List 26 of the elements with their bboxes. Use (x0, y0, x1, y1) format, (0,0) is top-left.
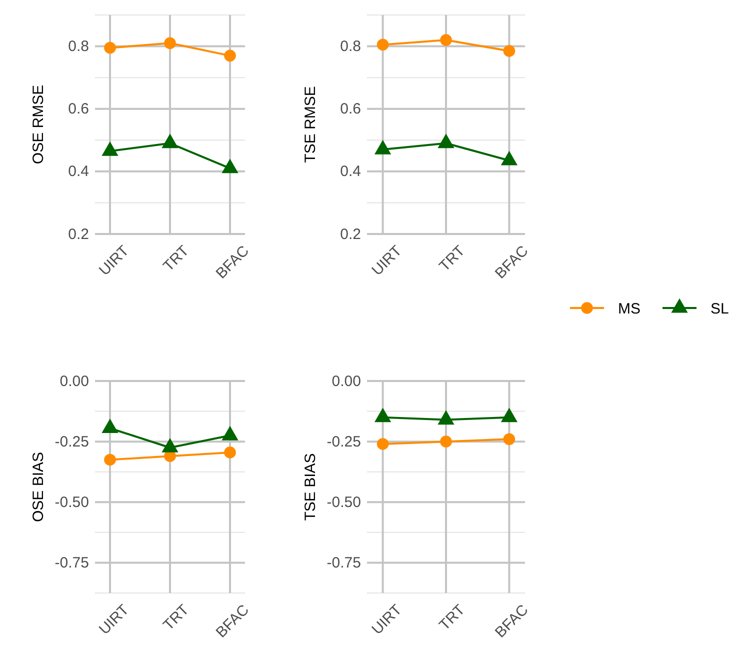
x-tick-label: TRT (160, 242, 192, 275)
y-tick-label: 0.8 (68, 38, 89, 56)
y-tick-label: 0.2 (68, 226, 89, 243)
y-tick-label: 0.8 (340, 38, 361, 56)
y-tick-label: 0.00 (332, 372, 361, 390)
y-tick-label: -0.75 (54, 554, 89, 572)
y-tick-label: -0.50 (54, 494, 89, 511)
y-tick-label: 0.6 (340, 100, 361, 118)
y-tick-label: -0.75 (326, 554, 361, 572)
y-tick-label: 0.4 (340, 163, 361, 180)
legend-label: SL (710, 300, 729, 318)
y-axis-title: OSE RMSE (30, 84, 47, 164)
x-tick-label: TRT (160, 601, 192, 634)
y-tick-label: -0.50 (326, 494, 361, 511)
y-tick-label: 0.6 (68, 100, 89, 118)
y-tick-label: -0.25 (326, 433, 361, 450)
y-axis-title: TSE BIAS (302, 453, 319, 521)
x-tick-label: TRT (436, 601, 468, 634)
y-axis-title: TSE RMSE (302, 86, 319, 163)
y-tick-label: -0.25 (54, 433, 89, 450)
y-tick-label: 0.4 (68, 163, 89, 180)
y-axis-title: OSE BIAS (30, 452, 47, 522)
x-tick-label: TRT (436, 242, 468, 275)
y-tick-label: 0.00 (60, 372, 89, 390)
legend-label: MS (618, 300, 640, 318)
y-tick-label: 0.2 (340, 226, 361, 243)
